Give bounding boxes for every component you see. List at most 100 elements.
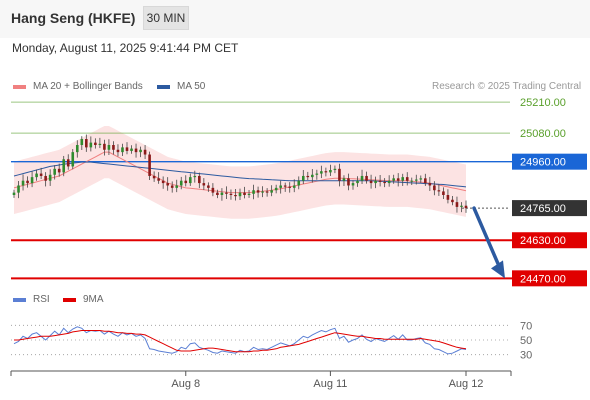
time-axis: Aug 8 Aug 11 Aug 12 bbox=[10, 370, 512, 390]
candle-body bbox=[30, 177, 34, 184]
copyright-text: Research © 2025 Trading Central bbox=[432, 81, 582, 92]
candle-body bbox=[216, 192, 219, 195]
level-24470-00-label: 24470.00 bbox=[520, 273, 566, 285]
chart-header: Hang Seng (HKFE) 30 MIN bbox=[0, 0, 590, 38]
candle-body bbox=[157, 178, 160, 181]
candle-body bbox=[342, 178, 346, 181]
candle-body bbox=[274, 187, 278, 191]
level-24470-00-tag bbox=[512, 270, 587, 287]
candle-body bbox=[252, 190, 255, 194]
candle-body bbox=[220, 192, 224, 195]
rsi-tick-label: 70 bbox=[520, 320, 532, 332]
candle-body bbox=[57, 168, 61, 173]
candle-body bbox=[211, 187, 215, 193]
candle-body bbox=[396, 178, 400, 181]
candle-body bbox=[193, 175, 197, 178]
candle-body bbox=[143, 149, 147, 155]
candle-body bbox=[360, 175, 364, 181]
candle-body bbox=[66, 159, 70, 167]
legend-9ma-label: 9MA bbox=[83, 294, 104, 305]
candle-body bbox=[202, 183, 206, 186]
legend-ma20-label: MA 20 + Bollinger Bands bbox=[33, 81, 143, 92]
candle-body bbox=[261, 191, 264, 193]
candle-body bbox=[175, 185, 179, 188]
candle-body bbox=[26, 180, 29, 184]
candle-body bbox=[139, 149, 142, 153]
interval-button[interactable]: 30 MIN bbox=[143, 6, 189, 30]
rsi-panel: 70 50 30 bbox=[11, 320, 532, 362]
legend-9ma-swatch bbox=[63, 297, 76, 302]
candle-body bbox=[103, 143, 106, 150]
candle-body bbox=[414, 179, 418, 181]
legend-rsi-swatch bbox=[13, 297, 26, 302]
candle-body bbox=[424, 178, 427, 184]
legend-ma50-label: MA 50 bbox=[177, 81, 206, 92]
forecast-arrow bbox=[472, 206, 505, 279]
candle-body bbox=[270, 190, 273, 193]
candle-body bbox=[333, 168, 337, 170]
candle-body bbox=[94, 142, 97, 145]
rsi-tick-label: 50 bbox=[520, 335, 532, 347]
candle-body bbox=[21, 180, 25, 186]
rsi-tick-label: 30 bbox=[520, 350, 532, 362]
candle-body bbox=[35, 173, 38, 178]
level-24630-00-label: 24630.00 bbox=[520, 235, 566, 247]
candle-body bbox=[451, 199, 454, 203]
candle-body bbox=[243, 192, 246, 195]
candle-body bbox=[442, 191, 445, 195]
candle-body bbox=[378, 180, 382, 182]
price-levels: 25210.00 25080.00 24960.00 24765.00 24630.00… bbox=[11, 97, 587, 287]
candle-body bbox=[387, 180, 391, 184]
candle-body bbox=[116, 149, 120, 153]
candle-body bbox=[288, 186, 292, 188]
rsi-9ma-line bbox=[14, 330, 467, 353]
candle-body bbox=[166, 183, 169, 186]
candle-body bbox=[374, 180, 377, 184]
candle-body bbox=[464, 205, 468, 209]
candle-body bbox=[225, 192, 228, 194]
candle-body bbox=[161, 180, 165, 184]
candle-body bbox=[62, 159, 66, 173]
candle-body bbox=[283, 185, 287, 187]
candle-body bbox=[125, 147, 129, 151]
level-24765-00-tag bbox=[512, 200, 587, 217]
time-axis-label: Aug 8 bbox=[171, 378, 200, 390]
candle-body bbox=[44, 175, 47, 181]
candle-body bbox=[324, 171, 328, 173]
candle-body bbox=[121, 147, 124, 153]
candle-body bbox=[351, 183, 355, 186]
candle-body bbox=[148, 154, 151, 176]
legend-ma20-swatch bbox=[13, 84, 26, 89]
candle-body bbox=[329, 170, 332, 173]
candle-body bbox=[292, 185, 296, 188]
legend-ma50-swatch bbox=[157, 84, 170, 89]
legend-rsi-label: RSI bbox=[33, 294, 50, 305]
candle-body bbox=[179, 180, 183, 186]
candle-body bbox=[112, 145, 115, 150]
candle-body bbox=[369, 180, 373, 184]
level-24630-00-tag bbox=[512, 232, 587, 249]
candle-body bbox=[419, 178, 423, 180]
candle-body bbox=[433, 185, 436, 191]
candle-body bbox=[265, 191, 269, 193]
candle-body bbox=[39, 173, 43, 176]
candle-body bbox=[383, 181, 386, 184]
candle-body bbox=[152, 175, 156, 179]
candle-body bbox=[188, 177, 192, 184]
candles bbox=[12, 134, 468, 213]
instrument-title: Hang Seng (HKFE) bbox=[11, 10, 136, 26]
candle-body bbox=[48, 174, 52, 181]
candle-body bbox=[365, 175, 368, 181]
candle-body bbox=[238, 192, 242, 197]
candle-body bbox=[170, 185, 174, 188]
level-25210-00-label: 25210.00 bbox=[520, 97, 566, 109]
legend-9ma: 9MA bbox=[63, 294, 104, 305]
legend-rsi: RSI bbox=[13, 294, 50, 305]
level-24960-00-label: 24960.00 bbox=[520, 157, 566, 169]
candle-body bbox=[306, 175, 310, 178]
candle-body bbox=[301, 175, 305, 181]
candle-body bbox=[401, 177, 405, 181]
candle-body bbox=[455, 202, 459, 207]
candle-body bbox=[85, 139, 88, 148]
